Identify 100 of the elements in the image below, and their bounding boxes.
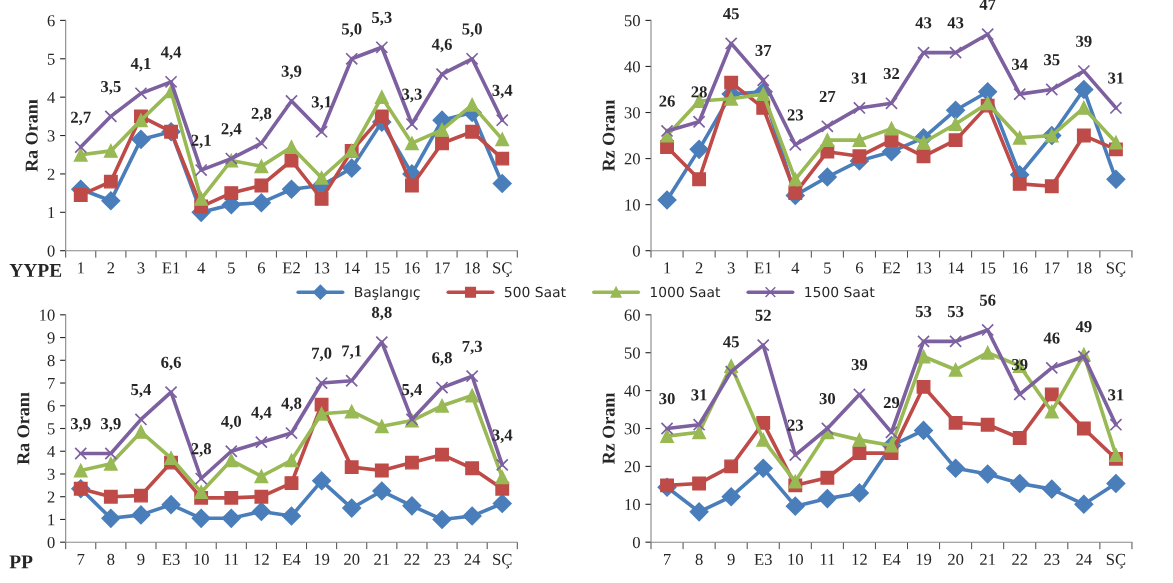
x-tick-label: 4 xyxy=(791,262,800,274)
y-tick-label: 30 xyxy=(624,107,640,119)
y-tick-label: 20 xyxy=(624,461,640,473)
y-tick-label: 9 xyxy=(47,332,55,344)
y-tick-label: 7 xyxy=(48,377,55,389)
x-tick-label: 16 xyxy=(405,262,420,274)
data-label: 39 xyxy=(1076,35,1092,47)
data-label: 4,0 xyxy=(221,415,242,430)
x-tick-label: 1 xyxy=(78,262,84,274)
x-tick-label: 9 xyxy=(137,553,145,566)
y-tick-label: 10 xyxy=(40,309,55,321)
y-tick-label: 0 xyxy=(632,536,640,549)
x-tick-label: 11 xyxy=(224,553,239,565)
data-label: 6,6 xyxy=(161,356,181,371)
data-label: 43 xyxy=(915,17,932,29)
data-label: 43 xyxy=(947,17,964,29)
data-label: 53 xyxy=(915,305,932,318)
y-tick-label: 50 xyxy=(624,347,640,359)
data-label: 46 xyxy=(1043,332,1060,344)
x-tick-label: 13 xyxy=(314,262,330,274)
x-tick-label: 17 xyxy=(435,262,450,274)
data-label: 45 xyxy=(723,336,739,348)
x-tick-label: 11 xyxy=(820,553,835,565)
y-tick-label: 2 xyxy=(47,491,55,503)
x-tick-label: 3 xyxy=(137,262,145,274)
x-tick-label: 5 xyxy=(824,262,831,274)
y-tick-label: 1 xyxy=(48,207,55,219)
data-label: 34 xyxy=(1012,58,1028,70)
data-label: 4,4 xyxy=(251,406,272,421)
data-label: 4,8 xyxy=(281,397,302,412)
data-label: 2,8 xyxy=(251,107,272,122)
y-tick-label: 60 xyxy=(624,309,640,321)
data-label: 6,8 xyxy=(432,352,452,366)
data-label: 23 xyxy=(787,419,804,431)
y-tick-label: 5 xyxy=(47,53,55,65)
y-tick-label: 40 xyxy=(624,385,640,397)
y-tick-label: 8 xyxy=(47,354,55,367)
data-label: 26 xyxy=(659,95,675,107)
legend-label: 1500 Saat xyxy=(805,286,875,298)
data-label: 7,3 xyxy=(462,340,482,355)
x-tick-label: 12 xyxy=(852,553,867,565)
x-tick-label: 18 xyxy=(465,262,480,274)
data-label: 23 xyxy=(787,109,804,121)
x-tick-label: 24 xyxy=(1076,553,1092,565)
x-tick-label: 13 xyxy=(916,262,932,274)
y-tick-label: 50 xyxy=(624,15,640,27)
data-label: 5,0 xyxy=(462,23,482,37)
x-tick-label: 19 xyxy=(916,553,932,566)
y-tick-label: 10 xyxy=(625,199,640,211)
x-tick-label: E2 xyxy=(882,262,900,274)
data-label: 5,3 xyxy=(372,11,392,26)
data-label: 29 xyxy=(883,396,900,409)
x-tick-label: 24 xyxy=(464,553,481,565)
data-label: 4,6 xyxy=(431,38,452,53)
data-label: 3,9 xyxy=(70,418,91,432)
x-tick-label: 7 xyxy=(77,553,85,565)
y-tick-label: 0 xyxy=(47,536,55,549)
x-tick-label: E3 xyxy=(162,553,180,566)
y-tick-label: 4 xyxy=(47,446,56,458)
data-label: 52 xyxy=(755,309,771,321)
x-tick-label: 9 xyxy=(727,553,735,566)
x-tick-label: 16 xyxy=(1012,262,1028,274)
data-label: 3,4 xyxy=(492,84,513,99)
y-axis-title: Rz Oranı xyxy=(602,392,615,465)
x-tick-label: 1 xyxy=(664,262,671,274)
data-label: 30 xyxy=(819,393,836,405)
data-label: 5,0 xyxy=(341,23,362,37)
x-tick-label: 14 xyxy=(344,262,360,274)
data-label: 30 xyxy=(659,393,675,405)
data-label: 2,7 xyxy=(71,111,91,126)
x-tick-label: E1 xyxy=(754,262,772,274)
data-label: 53 xyxy=(947,305,964,318)
data-label: 31 xyxy=(851,72,867,84)
x-tick-label: 20 xyxy=(948,553,964,566)
x-tick-label: 22 xyxy=(404,553,420,565)
data-label: 31 xyxy=(1108,389,1124,401)
x-tick-label: SÇ xyxy=(493,262,512,277)
x-tick-label: 20 xyxy=(344,553,360,566)
data-label: 27 xyxy=(819,90,836,102)
legend-label: 500 Saat xyxy=(504,286,566,298)
data-label: 3,9 xyxy=(101,418,121,432)
text: YYPE xyxy=(9,264,62,277)
x-tick-label: E3 xyxy=(754,553,772,566)
y-tick-label: 5 xyxy=(47,423,55,435)
x-tick-label: E4 xyxy=(882,553,901,565)
x-tick-label: SÇ xyxy=(1106,553,1126,569)
x-tick-label: 10 xyxy=(194,553,209,566)
data-label: 7,1 xyxy=(342,345,362,359)
x-tick-label: 8 xyxy=(695,553,703,566)
x-tick-label: 19 xyxy=(314,553,330,566)
y-tick-label: 6 xyxy=(47,400,55,412)
data-label: 56 xyxy=(980,294,996,306)
y-tick-label: 4 xyxy=(47,91,56,103)
y-tick-label: 1 xyxy=(48,514,55,526)
x-tick-label: E1 xyxy=(162,262,180,274)
x-tick-label: 3 xyxy=(727,262,735,274)
x-tick-label: 17 xyxy=(1044,262,1060,274)
data-label: 37 xyxy=(755,44,772,57)
x-tick-label: E4 xyxy=(282,553,301,565)
data-label: 39 xyxy=(851,358,868,371)
